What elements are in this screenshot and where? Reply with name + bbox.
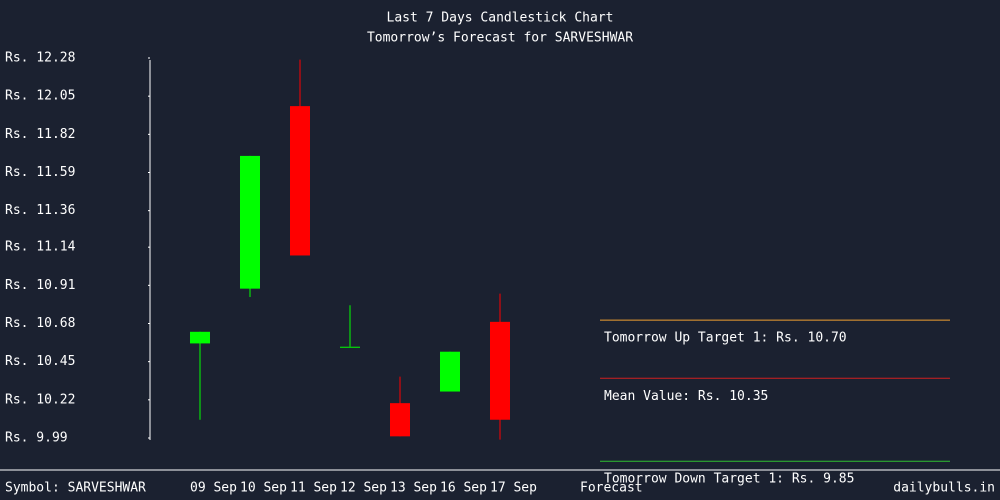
forecast-label: Tomorrow Down Target 1: Rs. 9.85 (604, 472, 854, 487)
y-tick-label: Rs. 10.45 (5, 354, 75, 369)
y-tick-label: Rs. 12.28 (5, 51, 75, 66)
x-tick-label: 16 Sep (440, 481, 487, 496)
y-tick-label: Rs. 10.68 (5, 316, 75, 331)
y-tick-label: Rs. 9.99 (5, 431, 68, 446)
x-tick-label: 09 Sep (190, 481, 237, 496)
x-tick-label: 12 Sep (340, 481, 387, 496)
y-tick-label: Rs. 11.36 (5, 203, 75, 218)
candle-body (440, 351, 460, 392)
symbol: Symbol: SARVESHWAR (5, 481, 146, 496)
candle-body (240, 155, 260, 289)
x-tick-label: 10 Sep (240, 481, 287, 496)
y-tick-label: Rs. 11.14 (5, 240, 76, 255)
candle-body (490, 321, 510, 420)
forecast-category: Forecast (580, 481, 643, 496)
y-tick-label: Rs. 10.22 (5, 392, 75, 407)
x-tick-label: 17 Sep (490, 481, 537, 496)
candle-body (390, 403, 410, 437)
y-tick-label: Rs. 11.82 (5, 127, 75, 142)
x-tick-label: 11 Sep (290, 481, 337, 496)
y-tick-label: Rs. 12.05 (5, 89, 75, 104)
candle-body (290, 106, 310, 256)
forecast-label: Mean Value: Rs. 10.35 (604, 389, 768, 404)
candle-body (340, 346, 360, 348)
x-tick-label: 13 Sep (390, 481, 437, 496)
forecast-label: Tomorrow Up Target 1: Rs. 10.70 (604, 331, 847, 346)
y-tick-label: Rs. 11.59 (5, 165, 75, 180)
chart-subtitle: Tomorrow’s Forecast for SARVESHWAR (367, 31, 633, 46)
candle-body (190, 331, 210, 344)
site: dailybulls.in (893, 481, 995, 496)
y-tick-label: Rs. 10.91 (5, 278, 75, 293)
chart-title: Last 7 Days Candlestick Chart (387, 11, 614, 26)
